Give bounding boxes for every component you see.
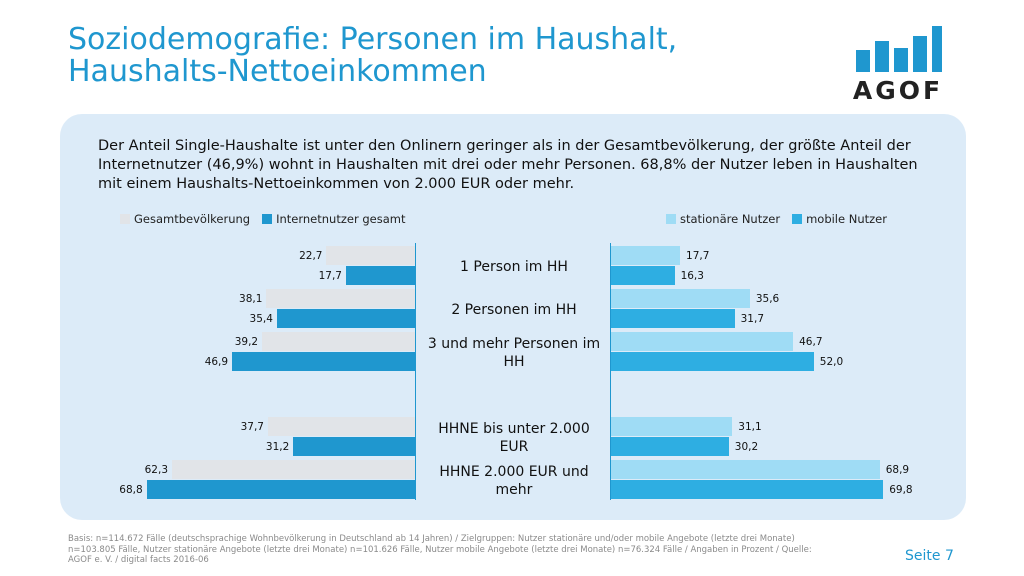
bar-left-gesamtbevoelkerung: [326, 246, 415, 265]
bar-left-gesamtbevoelkerung: [172, 460, 415, 479]
right-axis-line: [610, 243, 611, 500]
logo-bar: [932, 26, 942, 72]
agof-logo: AGOF: [852, 18, 944, 105]
footnote: Basis: n=114.672 Fälle (deutschsprachige…: [68, 534, 812, 565]
title-line-1: Soziodemografie: Personen im Haushalt,: [68, 22, 678, 57]
legend-swatch: [262, 214, 273, 224]
bar-left-internetnutzer: [293, 437, 415, 456]
logo-bar-chart-icon: [852, 18, 944, 72]
logo-bar: [894, 48, 908, 72]
category-label: 3 und mehr Personen im HH: [427, 336, 601, 370]
category-label: 2 Personen im HH: [451, 302, 577, 318]
bar-right-mobil: [611, 437, 729, 456]
bar-right-stationaer: [611, 460, 880, 479]
value-label: 31,2: [265, 441, 290, 453]
content-panel: [60, 114, 966, 520]
logo-bar: [913, 36, 927, 72]
title-line-2: Haushalts-Nettoeinkommen: [68, 54, 487, 89]
value-label: 69,8: [889, 484, 913, 496]
page-title: Soziodemografie: Personen im Haushalt, H…: [68, 24, 677, 88]
category-label: HHNE 2.000 EUR und mehr: [439, 464, 589, 498]
bar-right-stationaer: [611, 332, 794, 351]
value-label: 35,6: [755, 293, 780, 305]
legend-swatch: [792, 214, 803, 224]
logo-bar: [856, 50, 870, 72]
legend-swatch: [120, 214, 130, 224]
legend-swatch: [666, 214, 676, 224]
value-label: 46,9: [204, 356, 229, 368]
bar-left-internetnutzer: [146, 480, 415, 499]
bar-right-mobil: [611, 480, 884, 499]
legend-item: stationäre Nutzer: [666, 212, 780, 226]
value-label: 16,3: [680, 270, 704, 282]
legend-item: Gesamtbevölkerung: [120, 212, 250, 226]
logo-bar: [875, 41, 889, 72]
legend-item: Internetnutzer gesamt: [262, 212, 405, 226]
legend-left: Gesamtbevölkerung Internetnutzer gesamt: [120, 212, 417, 226]
bar-right-stationaer: [611, 289, 750, 308]
bar-left-gesamtbevoelkerung: [262, 332, 415, 351]
bar-left-internetnutzer: [276, 309, 415, 328]
value-label: 30,2: [734, 441, 759, 453]
value-label: 39,2: [234, 336, 259, 348]
value-label: 37,7: [240, 421, 264, 433]
intro-text: Der Anteil Single-Haushalte ist unter de…: [98, 138, 918, 192]
legend-label: mobile Nutzer: [806, 212, 887, 226]
legend-label: Gesamtbevölkerung: [134, 212, 251, 226]
value-label: 35,4: [249, 313, 273, 325]
legend-label: stationäre Nutzer: [680, 212, 781, 226]
bar-right-mobil: [611, 352, 814, 371]
value-label: 68,8: [119, 484, 143, 496]
legend-item: mobile Nutzer: [792, 212, 887, 226]
bar-right-mobil: [611, 309, 735, 328]
left-axis-line: [415, 243, 416, 500]
value-label: 22,7: [299, 250, 323, 262]
bar-right-stationaer: [611, 417, 733, 436]
bar-right-stationaer: [611, 246, 681, 265]
value-label: 38,1: [239, 293, 263, 305]
value-label: 46,7: [799, 336, 823, 348]
value-label: 31,1: [738, 421, 762, 433]
legend-label: Internetnutzer gesamt: [276, 212, 406, 226]
value-label: 31,7: [740, 313, 765, 325]
legend-right: stationäre Nutzer mobile Nutzer: [666, 212, 899, 226]
value-label: 62,3: [144, 464, 169, 476]
value-label: 68,9: [885, 464, 910, 476]
bar-left-gesamtbevoelkerung: [267, 417, 415, 436]
bar-left-internetnutzer: [345, 266, 415, 285]
bar-right-mobil: [611, 266, 675, 285]
value-label: 52,0: [819, 356, 844, 368]
bar-left-gesamtbevoelkerung: [266, 289, 415, 308]
logo-text: AGOF: [852, 76, 944, 105]
category-label: HHNE bis unter 2.000 EUR: [438, 421, 590, 455]
value-label: 17,7: [318, 270, 342, 282]
category-label: 1 Person im HH: [460, 259, 568, 275]
page-number: Seite 7: [905, 548, 954, 564]
bar-left-internetnutzer: [232, 352, 415, 371]
value-label: 17,7: [686, 250, 710, 262]
